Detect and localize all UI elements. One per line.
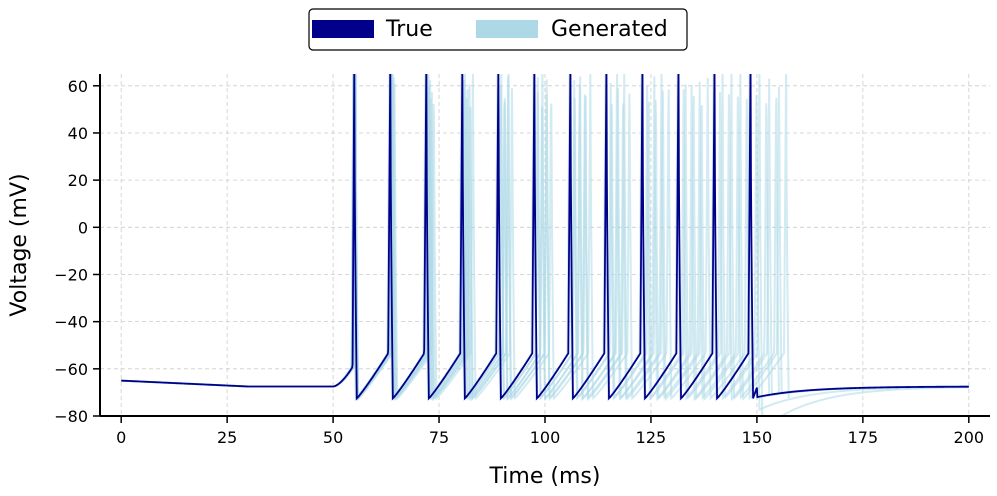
x-tick-label: 125 [636, 428, 667, 447]
y-tick-label: 0 [78, 218, 88, 237]
y-tick-label: 60 [68, 77, 88, 96]
y-tick-label: −60 [54, 360, 88, 379]
true-trace-line [121, 74, 969, 401]
x-tick-label: 0 [116, 428, 126, 447]
y-tick-label: 20 [68, 171, 88, 190]
y-tick-label: −40 [54, 313, 88, 332]
y-tick-label: −80 [54, 407, 88, 426]
x-tick-label: 175 [848, 428, 879, 447]
y-tick-label: −20 [54, 265, 88, 284]
x-tick-label: 150 [742, 428, 773, 447]
legend: True Generated [308, 8, 688, 51]
x-tick-label: 100 [530, 428, 561, 447]
y-tick-label: 40 [68, 124, 88, 143]
x-tick-label: 50 [323, 428, 343, 447]
y-axis-label: Voltage (mV) [7, 173, 32, 316]
legend-swatch-true [312, 20, 374, 38]
x-axis-label: Time (ms) [489, 464, 601, 489]
tick-marks: 0 25 50 75 100 125 150 175 200 −80 −60 −40 −20 0 20 40 6… [54, 77, 984, 447]
x-tick-label: 25 [217, 428, 237, 447]
x-tick-label: 75 [429, 428, 449, 447]
x-tick-label: 200 [954, 428, 985, 447]
legend-swatch-generated [476, 20, 538, 38]
true-trace [121, 74, 969, 401]
legend-label-true: True [385, 17, 433, 42]
legend-label-generated: Generated [551, 17, 668, 42]
